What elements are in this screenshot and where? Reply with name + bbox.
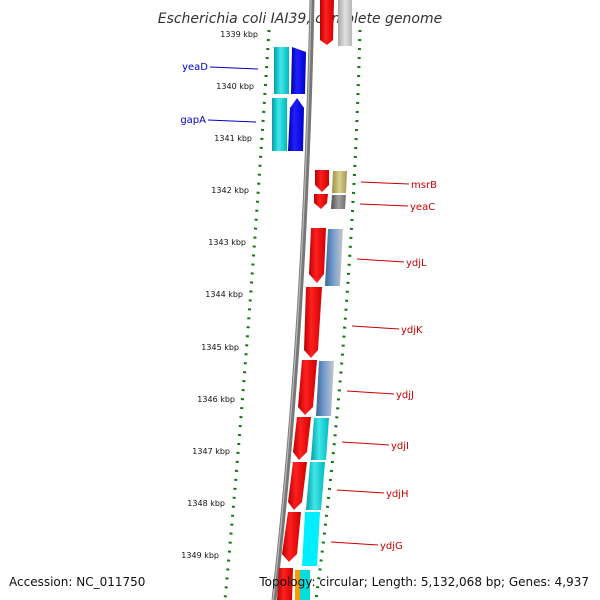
tick-label: 1339 kbp bbox=[220, 30, 258, 39]
gene-ydjI-cds bbox=[293, 417, 311, 460]
tick-label: 1342 kbp bbox=[211, 186, 249, 195]
gene-label-leader bbox=[360, 181, 410, 185]
gene-yeaC-cog bbox=[331, 195, 346, 209]
forward-cog-track bbox=[272, 47, 289, 151]
gene-ydjH-cds bbox=[288, 462, 307, 510]
accession-label: Accession: NC_011750 bbox=[9, 575, 145, 589]
gene-ydjG-cog bbox=[302, 512, 320, 566]
gene-yeaC-cds bbox=[314, 194, 328, 209]
reverse-cog-track bbox=[295, 0, 352, 600]
gene-label-leader bbox=[341, 441, 390, 446]
tick-label: 1346 kbp bbox=[197, 395, 235, 404]
tick-label: 1341 kbp bbox=[214, 134, 252, 143]
gene-label-leader bbox=[336, 489, 385, 494]
gene-label-leader bbox=[359, 203, 409, 207]
topology-label: Topology: circular; Length: 5,132,068 bp… bbox=[258, 575, 589, 589]
tick-labels: 1339 kbp 1340 kbp 1341 kbp 1342 kbp 1343… bbox=[181, 30, 258, 560]
bottom-cyan-cog bbox=[300, 570, 310, 600]
gene-label-leader bbox=[351, 325, 400, 330]
top-red-cds bbox=[320, 0, 334, 45]
tick-label: 1343 kbp bbox=[208, 238, 246, 247]
gene-ydjJ-cds bbox=[298, 360, 317, 415]
outer-tick-ring bbox=[314, 29, 362, 600]
gene-yeaD-cds bbox=[291, 47, 306, 94]
reverse-cds-track bbox=[277, 0, 334, 600]
backbone-arc bbox=[271, 0, 315, 600]
tick-label: 1344 kbp bbox=[205, 290, 243, 299]
map-title: Escherichia coli IAI39, complete genome bbox=[158, 11, 443, 27]
tick-label: 1349 kbp bbox=[181, 551, 219, 560]
gene-label-leader bbox=[209, 66, 259, 70]
tick-label: 1345 kbp bbox=[201, 343, 239, 352]
gene-gapA-cog bbox=[272, 98, 287, 151]
gene-ydjH-cog bbox=[306, 462, 325, 510]
gene-label-ydjK: ydjK bbox=[401, 325, 423, 336]
gene-label-ydjJ: ydjJ bbox=[396, 390, 414, 401]
gene-ydjK-cds bbox=[304, 287, 322, 358]
gene-label-leader bbox=[207, 119, 257, 123]
tick-label: 1347 kbp bbox=[192, 447, 230, 456]
gene-label-yeaC: yeaC bbox=[410, 202, 435, 213]
gene-label-ydjI: ydjI bbox=[391, 441, 409, 452]
gene-label-ydjH: ydjH bbox=[386, 489, 409, 500]
reverse-gene-labels: msrB yeaC ydjL ydjK ydjJ ydjI ydjH ydjG bbox=[330, 180, 437, 552]
gene-ydjJ-cog bbox=[316, 361, 334, 416]
gene-label-ydjG: ydjG bbox=[380, 541, 403, 552]
gene-gapA-cds bbox=[288, 98, 304, 151]
gene-label-leader bbox=[330, 541, 379, 546]
gene-msrB-cog bbox=[332, 171, 347, 193]
inner-tick-ring bbox=[223, 29, 271, 600]
gene-label-ydjL: ydjL bbox=[406, 258, 427, 269]
gene-label-msrB: msrB bbox=[411, 180, 437, 191]
gene-label-yeaD: yeaD bbox=[182, 62, 208, 73]
tick-label: 1348 kbp bbox=[187, 499, 225, 508]
gene-msrB-cds bbox=[315, 170, 329, 192]
gene-label-gapA: gapA bbox=[180, 115, 206, 126]
bottom-orange-cog bbox=[295, 570, 300, 600]
gene-ydjL-cog bbox=[325, 229, 343, 286]
forward-gene-labels: yeaD gapA bbox=[180, 62, 259, 126]
tick-label: 1340 kbp bbox=[216, 82, 254, 91]
bottom-red-cds bbox=[277, 568, 293, 600]
gene-label-leader bbox=[356, 258, 405, 263]
gene-ydjI-cog bbox=[311, 418, 329, 460]
gene-ydjG-cds bbox=[282, 512, 301, 562]
forward-cds-track bbox=[288, 47, 306, 151]
gene-label-leader bbox=[346, 390, 395, 395]
gene-yeaD-cog bbox=[274, 47, 289, 94]
gene-ydjL-cds bbox=[309, 228, 326, 283]
top-gray-cog bbox=[338, 0, 352, 46]
